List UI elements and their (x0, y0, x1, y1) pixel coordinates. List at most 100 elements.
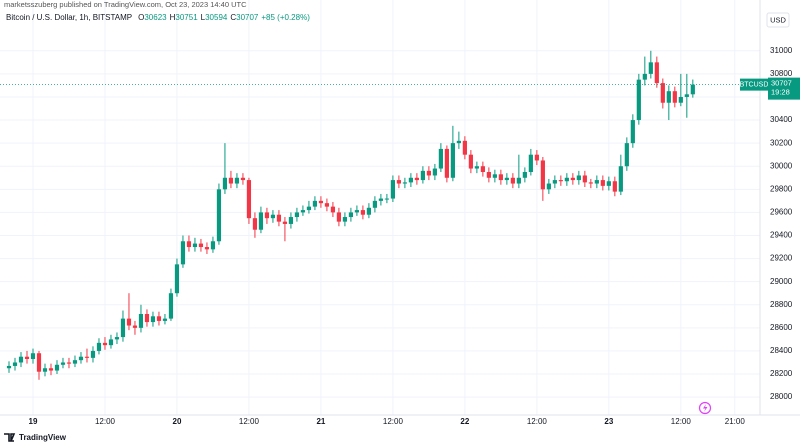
candle-body (456, 140, 461, 144)
candle-body (504, 177, 509, 181)
candle-body (594, 180, 599, 184)
candle-body (84, 356, 90, 358)
candle-body (630, 120, 635, 144)
x-tick-label: 21:00 (725, 417, 746, 426)
candle-body (180, 241, 186, 265)
candle-body (162, 318, 168, 321)
candle-body (618, 166, 623, 192)
candle-body (234, 177, 240, 184)
symbol-label: BTCUSD (740, 81, 769, 88)
candle-body (18, 356, 24, 363)
x-tick-label: 12:00 (95, 417, 116, 426)
icon-bolt[interactable] (703, 404, 708, 412)
candle-body (684, 94, 689, 97)
candle-body (126, 318, 132, 326)
y-tick-label: 29000 (770, 277, 793, 286)
candle-body (150, 316, 156, 323)
candle-body (588, 182, 593, 184)
candle-body (390, 180, 395, 199)
icon-circle[interactable] (698, 401, 712, 415)
legend-letter: C (230, 13, 236, 22)
candle-body (216, 189, 222, 242)
candle-body (516, 177, 521, 184)
candle-body (222, 177, 228, 190)
candle-body (306, 206, 312, 211)
candle-body (330, 206, 336, 213)
candle-body (546, 183, 551, 190)
candle-body (66, 362, 72, 364)
candle-body (570, 177, 575, 181)
candle-body (666, 91, 671, 103)
candle-body (396, 180, 401, 184)
legend-change: +85 (+0.28%) (261, 13, 310, 22)
candle-body (120, 318, 126, 338)
candle-body (576, 175, 581, 181)
x-tick-label: 22 (460, 417, 469, 426)
legend-value: 30707 (236, 13, 259, 22)
logo-text: TradingView (19, 433, 67, 442)
candle-body (132, 325, 138, 328)
y-tick-label: 29600 (770, 208, 793, 217)
candle-body (468, 154, 473, 169)
candle-body (384, 198, 389, 200)
candle-body (6, 365, 12, 369)
candle-body (360, 210, 366, 215)
x-tick-label: 12:00 (239, 417, 260, 426)
candle-body (48, 368, 54, 371)
candle-body (30, 353, 36, 360)
candle-body (168, 293, 174, 319)
candle-body (264, 212, 270, 219)
candle-body (540, 160, 545, 190)
x-tick-label: 20 (173, 417, 182, 426)
candle-body (24, 356, 30, 360)
x-tick-label: 21 (316, 417, 325, 426)
candle-body (636, 79, 641, 121)
candle-body (246, 180, 252, 219)
candle-body (438, 148, 443, 169)
candle-body (60, 362, 66, 365)
legend-letter: L (201, 13, 206, 22)
candle-body (192, 243, 198, 248)
y-tick-label: 28400 (770, 346, 793, 355)
x-tick-label: 12:00 (527, 417, 548, 426)
candle-body (432, 168, 437, 176)
candle-body (450, 143, 455, 178)
candle-body (612, 181, 617, 192)
candle-body (528, 154, 533, 173)
currency-box[interactable] (766, 12, 790, 28)
legend-title: Bitcoin / U.S. Dollar, 1h, BITSTAMP (6, 13, 132, 22)
candle-body (606, 181, 611, 186)
logo: TradingView (4, 433, 67, 442)
currency[interactable]: USD (770, 15, 786, 24)
legend-letter: H (170, 13, 176, 22)
candle-body (78, 356, 84, 361)
candle-body (90, 350, 96, 358)
lightning-icon[interactable] (698, 401, 712, 415)
candle-body (462, 140, 467, 155)
candle-body (552, 180, 557, 184)
candle-body (300, 210, 306, 213)
candle-body (558, 180, 563, 182)
candle-body (258, 212, 264, 230)
candle-body (648, 62, 653, 74)
candle-body (444, 148, 449, 178)
symbol-box (740, 78, 768, 91)
y-tick-label: 29200 (770, 254, 793, 263)
candle-body (312, 200, 318, 207)
x-tick-label: 23 (604, 417, 613, 426)
candle-body (252, 218, 258, 230)
x-tick-label: 19 (29, 417, 38, 426)
candle-body (624, 143, 629, 167)
legend-value: 30594 (205, 13, 228, 22)
candle-body (564, 177, 569, 182)
candle-body (102, 342, 108, 346)
x-tick-label: 12:00 (671, 417, 692, 426)
candle-body (108, 339, 114, 346)
candle-body (372, 200, 378, 208)
candle-body (36, 353, 42, 372)
candle-body (228, 177, 234, 184)
y-tick-label: 29800 (770, 184, 793, 193)
candles (6, 50, 695, 380)
legend-value: 30751 (175, 13, 198, 22)
